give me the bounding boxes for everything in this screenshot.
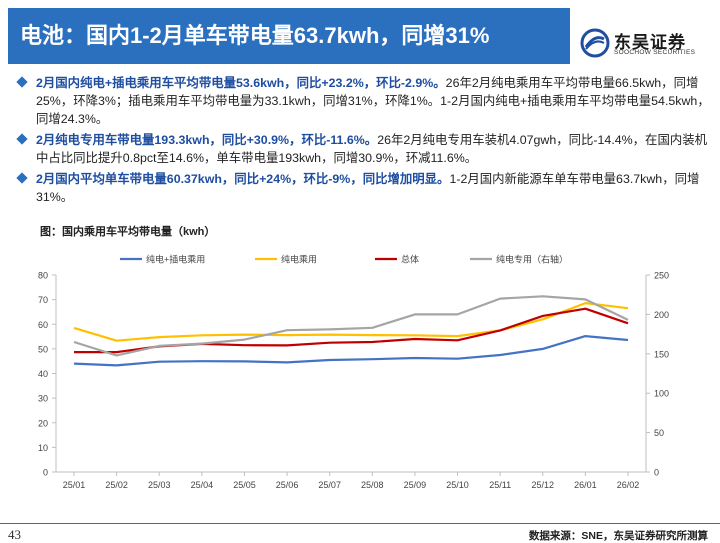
- y-right-tick-label: 250: [654, 271, 669, 281]
- legend-label-2: 纯电乘用: [281, 254, 317, 265]
- legend-label-4: 纯电专用（右轴）: [496, 254, 568, 265]
- data-source: 数据来源：SNE，东吴证券研究所测算: [528, 530, 708, 542]
- x-tick-label: 25/12: [532, 480, 555, 490]
- x-tick-label: 25/06: [276, 480, 299, 490]
- diamond-bullet-icon: [16, 76, 28, 88]
- bullet-item-3: 2月国内平均单车带电量60.37kwh，同比+24%，环比-9%，同比增加明显。…: [10, 170, 710, 206]
- line-chart: 0 10 20 30 40 50 60 70 80 0 50 100 150 200 250 25/01 25/…: [38, 254, 669, 491]
- x-tick-label: 25/08: [361, 480, 384, 490]
- x-tick-label: 25/04: [191, 480, 214, 490]
- series-line-1: [73, 334, 629, 367]
- x-tick-label: 25/03: [148, 480, 171, 490]
- bullet-item-2: 2月纯电专用车带电量193.3kwh，同比+30.9%，环比-11.6%。26年…: [10, 131, 710, 167]
- legend-label-1: 纯电+插电乘用: [146, 254, 205, 265]
- page-number: 43: [8, 527, 21, 542]
- company-logo: 东吴证券 SOOCHOW SECURITIES: [580, 28, 715, 66]
- y-left-tick-label: 20: [38, 418, 48, 428]
- x-tick-label: 25/11: [489, 480, 511, 490]
- logo-en-text: SOOCHOW SECURITIES: [614, 49, 696, 56]
- y-right-tick-label: 50: [654, 428, 664, 438]
- footer-divider: [0, 523, 720, 524]
- x-tick-label: 26/02: [617, 480, 640, 490]
- diamond-bullet-icon: [16, 172, 28, 184]
- bullet-1-text: 26年2月纯电乘用车平均带电量66.5kwh，同增25%，环降3%；插电乘用车平…: [36, 76, 710, 126]
- y-left-tick-label: 30: [38, 394, 48, 404]
- y-right-tick-label: 150: [654, 349, 669, 359]
- bullet-2-bold: 2月纯电专用车带电量193.3kwh，同比+30.9%，环比-11.6%。: [36, 133, 378, 147]
- legend-label-3: 总体: [401, 254, 419, 265]
- y-right-tick-label: 200: [654, 310, 669, 320]
- x-tick-label: 26/01: [574, 480, 597, 490]
- y-right-tick-label: 100: [654, 389, 669, 399]
- figure-title: 图：国内乘用车平均带电量（kwh）: [40, 226, 216, 238]
- bullet-2-text: 26年2月纯电专用车装机4.07gwh，同比-14.4%，在国内装机中占比同比提…: [36, 133, 708, 165]
- y-right-tick-label: 0: [654, 468, 659, 478]
- logo-cn-text: 东吴证券: [614, 33, 686, 52]
- x-tick-label: 25/01: [63, 480, 86, 490]
- x-tick-label: 25/05: [233, 480, 256, 490]
- y-left-tick-label: 50: [38, 344, 48, 354]
- y-left-tick-label: 10: [38, 443, 48, 453]
- series-line-2: [73, 301, 629, 342]
- y-left-tick-label: 40: [38, 369, 48, 379]
- bullet-3-bold: 2月国内平均单车带电量60.37kwh，同比+24%，环比-9%，同比增加明显。: [36, 172, 450, 186]
- bullet-1-bold: 2月国内纯电+插电乘用车平均带电量53.6kwh，同比+23.2%，环比-2.9…: [36, 76, 446, 90]
- diamond-bullet-icon: [16, 133, 28, 145]
- bullet-list: 2月国内纯电+插电乘用车平均带电量53.6kwh，同比+23.2%，环比-2.9…: [10, 74, 710, 209]
- x-tick-label: 25/09: [404, 480, 427, 490]
- bullet-3-text: 1-2月国内新能源车单车带电量63.7kwh，同增31%。: [36, 172, 700, 204]
- page-title: 电池：国内1-2月单车带电量63.7kwh，同增31%: [8, 8, 570, 64]
- y-left-tick-label: 60: [38, 320, 48, 330]
- x-tick-label: 25/10: [446, 480, 469, 490]
- y-left-tick-label: 80: [38, 271, 48, 281]
- x-tick-label: 25/02: [105, 480, 128, 490]
- x-tick-label: 25/07: [318, 480, 341, 490]
- y-left-tick-label: 0: [43, 468, 48, 478]
- series-line-4: [73, 295, 629, 357]
- bullet-item-1: 2月国内纯电+插电乘用车平均带电量53.6kwh，同比+23.2%，环比-2.9…: [10, 74, 710, 128]
- logo-mark-icon: [580, 28, 610, 58]
- y-left-tick-label: 70: [38, 295, 48, 305]
